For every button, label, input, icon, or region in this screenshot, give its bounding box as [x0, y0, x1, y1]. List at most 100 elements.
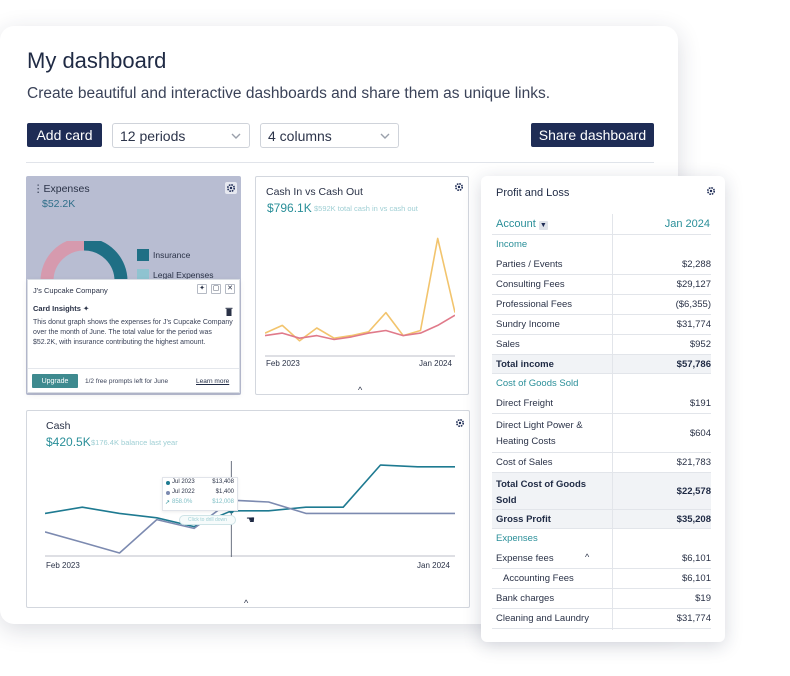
account-column-header[interactable]: Account ▼ — [496, 218, 548, 230]
close-icon[interactable]: ✕ — [225, 284, 235, 294]
chevron-up-icon[interactable]: ^ — [358, 385, 363, 395]
trash-icon[interactable] — [225, 303, 233, 316]
section-header: Expenses — [492, 529, 711, 549]
cash-in-out-chart[interactable] — [265, 217, 455, 357]
tooltip-value: $1,400 — [215, 489, 234, 495]
row-label: Total Cost of Goods Sold — [496, 479, 587, 506]
free-prompts-text: 1/2 free prompts left for June — [85, 378, 169, 385]
row-value: $6,101 — [681, 573, 711, 584]
cash-title: Cash — [46, 420, 71, 432]
columns-select[interactable]: 4 columns — [260, 123, 399, 148]
row-value: $35,208 — [676, 513, 711, 525]
row-label: Professional Fees — [496, 299, 573, 310]
x-axis-start-label: Feb 2023 — [266, 359, 300, 368]
cash-in-out-title: Cash In vs Cash Out — [266, 186, 363, 198]
drill-down-pill[interactable]: Click to drill down — [179, 515, 236, 525]
row-value: $6,101 — [681, 553, 711, 564]
card-insights-body: This donut graph shows the expenses for … — [33, 319, 233, 346]
chevron-up-icon[interactable]: ^ — [585, 552, 590, 562]
row-label: Bank charges — [496, 593, 555, 604]
profit-loss-panel[interactable]: Profit and Loss Account ▼ Jan 2024 Incom… — [481, 176, 725, 642]
row-value: $604 — [689, 427, 711, 439]
sparkle-icon[interactable]: ✦ — [197, 284, 207, 294]
gear-icon[interactable] — [705, 185, 717, 197]
row-value: $952 — [689, 339, 711, 350]
cash-card[interactable]: Cash $420.5K $176.4K balance last year F… — [26, 410, 470, 608]
row-value: $19 — [695, 593, 711, 604]
x-axis-end-label: Jan 2024 — [417, 561, 450, 570]
chart-tooltip: Jul 2023 $13,408 Jul 2022 $1,400 ↗ 858.0… — [162, 477, 238, 511]
total-row: Total Cost of Goods Sold $22,578 — [492, 473, 711, 510]
periods-select-value: 12 periods — [120, 127, 186, 144]
expenses-card-title: ⋮Expenses — [33, 183, 90, 195]
row-value: $21,783 — [676, 457, 711, 468]
series-line-1[interactable] — [265, 314, 455, 341]
cash-in-out-card[interactable]: Cash In vs Cash Out $796.1K $592K total … — [255, 176, 469, 395]
upgrade-button[interactable]: Upgrade — [32, 374, 78, 388]
cash-secondary: $176.4K balance last year — [91, 438, 178, 447]
popup-divider — [28, 368, 239, 369]
table-row: Sundry Income $31,774 — [492, 315, 711, 335]
add-card-button[interactable]: Add card — [27, 123, 102, 147]
account-column-header-text: Account — [496, 218, 536, 230]
filter-icon[interactable]: ▼ — [538, 221, 548, 230]
table-row: Sales $952 — [492, 335, 711, 355]
tooltip-dot — [166, 491, 170, 495]
series-line-0[interactable] — [45, 464, 455, 528]
row-value: $57,786 — [676, 358, 711, 370]
period-column-header: Jan 2024 — [664, 218, 710, 230]
table-row: Direct Light Power & Heating Costs $604 — [492, 414, 711, 453]
profit-loss-title: Profit and Loss — [496, 187, 570, 199]
page-subtitle: Create beautiful and interactive dashboa… — [27, 85, 551, 102]
learn-more-link[interactable]: Learn more — [196, 378, 230, 385]
tooltip-label: Jul 2022 — [172, 489, 195, 495]
card-insights-title: Card Insights ✦ — [33, 304, 89, 313]
cash-value: $420.5K — [46, 435, 91, 449]
legend-insurance: Insurance — [153, 250, 191, 260]
periods-select[interactable]: 12 periods — [112, 123, 250, 148]
series-line-1[interactable] — [45, 499, 455, 554]
row-label: Accounting Fees — [503, 573, 574, 584]
row-value: $22,578 — [676, 485, 711, 497]
table-row: Consulting Fees $29,127 — [492, 275, 711, 295]
section-header: Income — [492, 235, 711, 255]
row-label: Gross Profit — [496, 513, 551, 525]
table-row: Cleaning and Laundry $31,774 — [492, 609, 711, 629]
gear-icon[interactable] — [453, 181, 465, 193]
popup-company: J's Cupcake Company — [33, 286, 108, 295]
series-line-0[interactable] — [265, 237, 455, 342]
share-dashboard-button[interactable]: Share dashboard — [531, 123, 654, 147]
tooltip-value: $12,008 — [212, 499, 234, 505]
expenses-donut[interactable] — [39, 241, 129, 281]
copy-icon[interactable]: ▢ — [211, 284, 221, 294]
row-label: Cost of Sales — [496, 457, 553, 468]
row-value: $29,127 — [676, 279, 711, 290]
row-label: Sales — [496, 339, 520, 350]
donut-slice-pink[interactable] — [40, 241, 85, 281]
card-insights-popup: J's Cupcake Company ✦ ▢ ✕ Card Insights … — [27, 279, 240, 393]
x-axis-start-label: Feb 2023 — [46, 561, 80, 570]
gear-icon[interactable] — [454, 417, 466, 429]
donut-slice-insurance[interactable] — [83, 241, 128, 281]
page-title: My dashboard — [27, 48, 167, 73]
cash-in-out-value: $796.1K — [267, 201, 312, 215]
row-value: $2,288 — [681, 259, 711, 270]
tooltip-dot — [166, 481, 170, 485]
column-divider — [612, 214, 613, 630]
pointer-hand-icon: ☚ — [246, 515, 255, 526]
expenses-title-text: Expenses — [43, 183, 90, 195]
total-row: Total income $57,786 — [492, 355, 711, 374]
chevron-up-icon[interactable]: ^ — [244, 598, 249, 608]
row-label: Cleaning and Laundry — [496, 613, 589, 624]
total-row: Gross Profit $35,208 — [492, 510, 711, 529]
cash-chart[interactable] — [45, 461, 455, 557]
legend-legal: Legal Expenses — [153, 270, 214, 280]
expenses-value: $52.2K — [42, 198, 76, 210]
legend-swatch-legal — [137, 269, 149, 279]
gear-icon[interactable] — [225, 182, 237, 194]
toolbar-divider — [26, 162, 654, 163]
columns-select-value: 4 columns — [268, 127, 332, 144]
table-row[interactable]: Expense fees ^ $6,101 — [492, 549, 711, 569]
table-row: Cost of Sales $21,783 — [492, 453, 711, 473]
table-row: Direct Freight $191 — [492, 394, 711, 414]
